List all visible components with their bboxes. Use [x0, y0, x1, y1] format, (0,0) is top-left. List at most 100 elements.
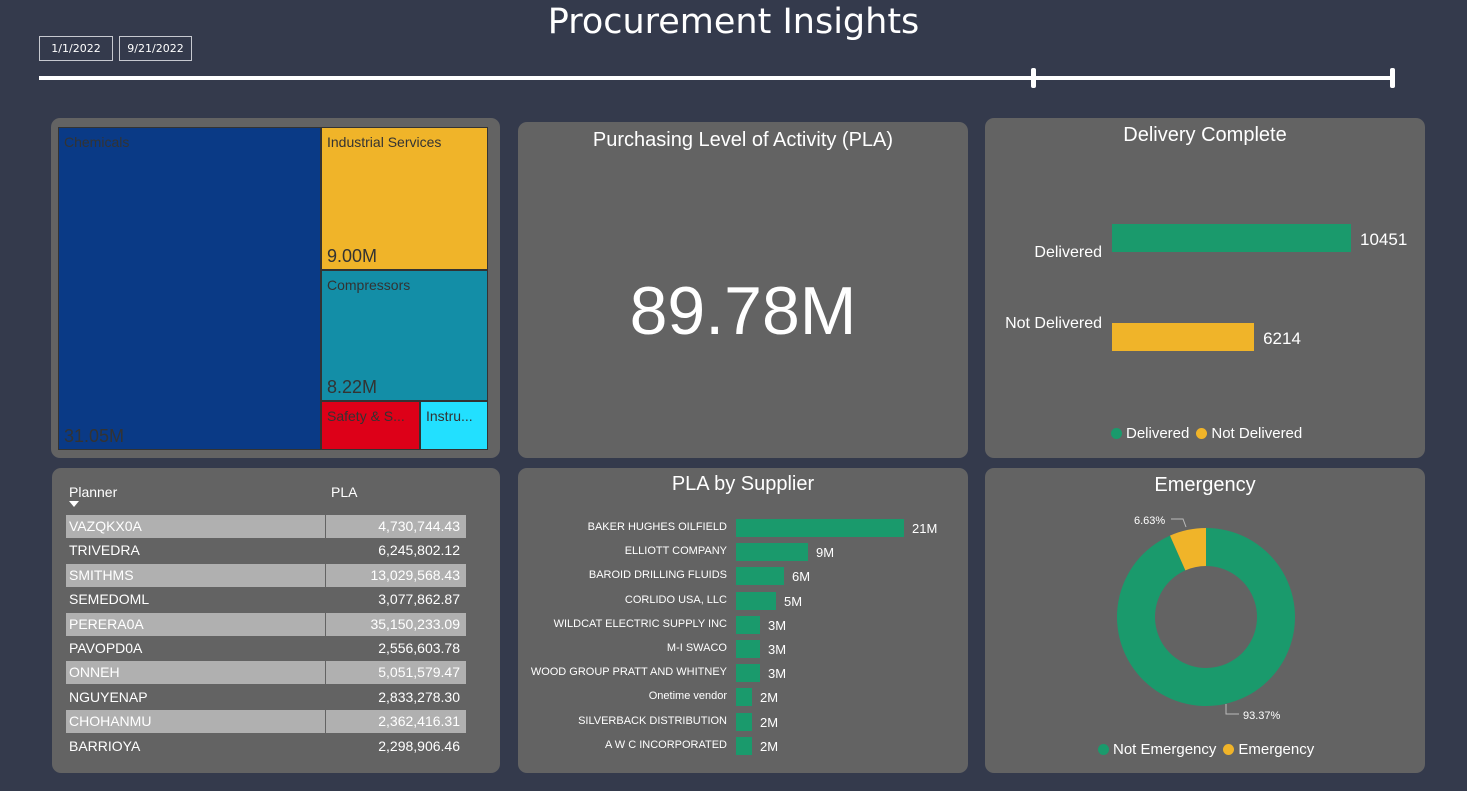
legend-label: Emergency	[1238, 741, 1315, 758]
supplier-bar[interactable]	[736, 688, 752, 707]
table-row[interactable]: PERERA0A 35,150,233.09	[66, 612, 466, 636]
legend-item-emergency[interactable]: Emergency	[1223, 741, 1314, 758]
category-treemap-card: Chemicals 31.05M Industrial Services 9.0…	[51, 118, 500, 458]
legend-dot	[1111, 428, 1122, 439]
supplier-bar[interactable]	[736, 736, 752, 755]
supplier-bar[interactable]	[736, 591, 776, 610]
date-slider-end-handle[interactable]	[1390, 68, 1395, 88]
donut-slice-emergency[interactable]	[1169, 528, 1206, 571]
supplier-value-label: 2M	[760, 690, 779, 706]
table-row[interactable]: SEMEDOML 3,077,862.87	[66, 588, 466, 611]
not-delivered-bar[interactable]	[1112, 323, 1255, 351]
planner-cell: SMITHMS	[66, 563, 325, 587]
date-slider-start-handle[interactable]	[1031, 68, 1036, 88]
treemap-tile-instrumentation[interactable]: Instru...	[420, 401, 488, 450]
legend-label: Not Delivered	[1211, 425, 1303, 442]
supplier-value-label: 21M	[912, 521, 938, 536]
table-row[interactable]: SMITHMS 13,029,568.43	[66, 563, 466, 587]
legend-dot	[1098, 744, 1109, 755]
delivered-bar[interactable]	[1112, 224, 1351, 252]
planner-cell: PAVOPD0A	[69, 640, 143, 656]
pla-column-header[interactable]: PLA	[331, 484, 358, 500]
pla-kpi-value: 89.78M	[629, 273, 857, 349]
supplier-bar[interactable]	[736, 615, 760, 634]
pla-card-title: Purchasing Level of Activity (PLA)	[592, 129, 894, 151]
delivered-value: 10451	[1360, 230, 1408, 249]
treemap-value: 9.00M	[327, 246, 378, 266]
planner-cell: CHOHANMU	[66, 710, 325, 734]
supplier-name: CORLIDO USA, LLC	[624, 593, 727, 606]
planner-cell: SEMEDOML	[69, 591, 150, 608]
supplier-name: WOOD GROUP PRATT AND WHITNEY	[530, 666, 727, 679]
legend-item-not-emergency[interactable]: Not Emergency	[1098, 741, 1216, 758]
delivery-legend: Delivered Not Delivered	[1111, 425, 1309, 442]
emergency-percent-label: 6.63%	[1134, 515, 1165, 527]
table-row[interactable]: NGUYENAP 2,833,278.30	[66, 686, 466, 709]
emergency-card-title: Emergency	[1154, 474, 1256, 496]
table-row[interactable]: TRIVEDRA 6,245,802.12	[66, 539, 466, 562]
supplier-value-label: 6M	[792, 569, 811, 585]
sort-descending-icon[interactable]	[69, 501, 79, 507]
supplier-bar[interactable]	[736, 543, 808, 562]
pla-cell: 2,556,603.78	[378, 640, 460, 656]
planner-cell: NGUYENAP	[69, 688, 148, 705]
table-row[interactable]: CHOHANMU 2,362,416.31	[66, 710, 466, 734]
leader-line-emergency	[1171, 518, 1187, 528]
treemap-value: 8.22M	[327, 377, 378, 397]
supplier-bar[interactable]	[736, 712, 752, 731]
supplier-name: WILDCAT ELECTRIC SUPPLY INC	[553, 617, 727, 630]
emergency-legend: Not Emergency Emergency	[1098, 741, 1321, 758]
planner-cell: VAZQKX0A	[66, 515, 325, 538]
delivered-label: Delivered	[1034, 244, 1102, 261]
table-row[interactable]: ONNEH 5,051,579.47	[66, 661, 466, 685]
supplier-name: Onetime vendor	[648, 690, 727, 703]
pla-kpi-card: Purchasing Level of Activity (PLA) 89.78…	[518, 122, 968, 458]
legend-dot	[1196, 428, 1208, 439]
supplier-name: A W C INCORPORATED	[604, 738, 727, 751]
legend-label: Delivered	[1126, 425, 1190, 442]
table-row[interactable]: PAVOPD0A 2,556,603.78	[66, 637, 466, 660]
pla-cell: 6,245,802.12	[378, 542, 460, 559]
not-delivered-label: Not Delivered	[1005, 315, 1102, 332]
treemap-tile-industrial-services[interactable]: Industrial Services 9.00M	[321, 127, 488, 270]
supplier-name: BAKER HUGHES OILFIELD	[587, 521, 727, 533]
delivery-card-title: Delivery Complete	[1123, 124, 1287, 146]
emergency-card: Emergency 6.63% 93.37% Not Emergency Eme…	[985, 468, 1425, 773]
treemap-label: Chemicals	[64, 134, 130, 150]
treemap-label: Compressors	[327, 277, 411, 293]
legend-item-not-delivered[interactable]: Not Delivered	[1196, 425, 1302, 442]
page-title: Procurement Insights	[547, 2, 920, 42]
table-row[interactable]: BARRIOYA 2,298,906.46	[66, 735, 466, 758]
legend-item-delivered[interactable]: Delivered	[1111, 425, 1189, 442]
planner-cell: PERERA0A	[66, 612, 325, 636]
supplier-bar[interactable]	[736, 567, 784, 586]
legend-dot	[1223, 744, 1235, 755]
emergency-donut-chart: 6.63% 93.37%	[1117, 515, 1295, 722]
supplier-bar[interactable]	[736, 664, 760, 683]
supplier-bar[interactable]	[736, 519, 904, 537]
pla-cell: 3,077,862.87	[378, 591, 460, 608]
supplier-value-label: 2M	[760, 738, 779, 754]
treemap-tile-safety[interactable]: Safety & S...	[321, 401, 420, 450]
leader-line-not-emergency	[1225, 704, 1239, 715]
supplier-value-label: 3M	[768, 642, 787, 657]
planner-column-header[interactable]: Planner	[69, 484, 118, 500]
table-row[interactable]: VAZQKX0A 4,730,744.43	[66, 515, 466, 538]
supplier-value-label: 5M	[784, 593, 803, 609]
treemap-tile-chemicals[interactable]: Chemicals 31.05M	[58, 127, 321, 450]
supplier-name: SILVERBACK DISTRIBUTION	[578, 714, 727, 727]
treemap-label: Safety & S...	[327, 408, 405, 424]
treemap-label: Industrial Services	[327, 134, 442, 150]
supplier-value-label: 9M	[816, 545, 835, 561]
treemap-tile-compressors[interactable]: Compressors 8.22M	[321, 270, 488, 401]
supplier-name: M-I SWACO	[666, 642, 727, 654]
end-date-input[interactable]: 9/21/2022	[119, 36, 192, 61]
pla-cell: 13,029,568.43	[326, 563, 466, 587]
supplier-bar[interactable]	[736, 640, 760, 658]
planner-cell: BARRIOYA	[69, 737, 141, 754]
date-slider-track[interactable]	[39, 76, 1395, 80]
not-emergency-percent-label: 93.37%	[1243, 710, 1281, 722]
supplier-value-label: 3M	[768, 666, 787, 682]
start-date-input[interactable]: 1/1/2022	[39, 36, 113, 61]
donut-slice-not-emergency[interactable]	[1117, 528, 1295, 706]
